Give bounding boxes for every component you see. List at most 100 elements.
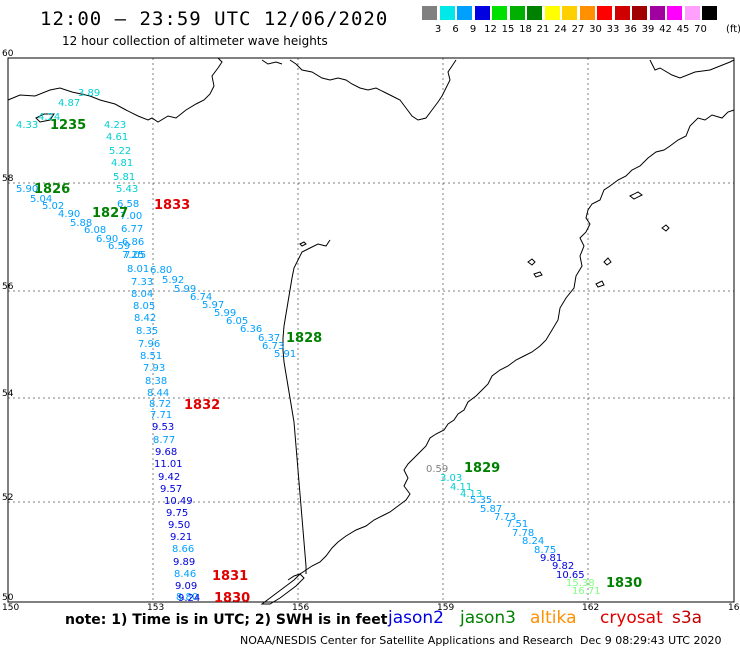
page-subtitle: 12 hour collection of altimeter wave hei…: [62, 34, 328, 48]
scale-swatch: [439, 6, 455, 20]
scale-label: 9: [469, 24, 477, 35]
island-small-8: [629, 191, 643, 200]
scale-swatch: [614, 6, 630, 20]
wave-height-value: 6.77: [121, 224, 143, 235]
scale-label: 24: [554, 24, 567, 35]
wave-height-value: 5.81: [113, 172, 135, 183]
scale-swatch: [544, 6, 560, 20]
legend-jason2: jason2: [388, 608, 444, 628]
wave-height-value: 8.75: [534, 545, 556, 556]
wave-height-value: 6.05: [226, 316, 248, 327]
scale-swatch: [474, 6, 490, 20]
wave-height-value: 9.75: [166, 508, 188, 519]
scale-label: 70: [694, 24, 707, 35]
okhotsk-north-coast: [7, 57, 283, 123]
wave-height-value: 6.59: [108, 241, 130, 252]
lon-tick: 150: [2, 603, 19, 613]
time-1831: 1831: [212, 569, 248, 584]
time-1830-red: 1830: [214, 591, 250, 606]
scale-swatch: [632, 6, 647, 20]
coastline: [7, 57, 735, 605]
wave-height-value: 8.46: [174, 569, 196, 580]
wave-height-value: 8.42: [134, 313, 156, 324]
scale-label: 36: [624, 24, 637, 35]
wave-height-value: 9.50: [168, 520, 190, 531]
wave-height-value: 5.99: [214, 308, 236, 319]
island-small-2: [533, 271, 543, 278]
wave-height-value: 8.80: [176, 592, 198, 603]
wave-height-value: 6.37: [258, 333, 280, 344]
scale-swatch: [684, 6, 700, 20]
island-small-5: [661, 224, 670, 232]
wave-height-value: 6.36: [240, 324, 262, 335]
lon-tick: 153: [147, 603, 164, 613]
wave-height-value: 8.44: [147, 388, 169, 399]
lon-tick: 162: [582, 603, 599, 613]
legend-s3a: s3a: [672, 608, 703, 628]
scale-label: 3: [434, 24, 442, 35]
scale-label: 12: [484, 24, 497, 35]
wave-height-value: 9.82: [552, 561, 574, 572]
wave-height-value: 5.43: [116, 184, 138, 195]
time-1833: 1833: [154, 198, 190, 213]
island-small-1: [527, 258, 536, 266]
scale-swatch: [492, 6, 507, 20]
scale-label: 33: [606, 24, 620, 35]
island-small-7: [35, 113, 55, 123]
wave-height-value: 7.05: [124, 250, 146, 261]
wave-height-value: 9.68: [155, 447, 177, 458]
scale-label: 21: [536, 24, 550, 35]
wave-height-value: 4.33: [16, 120, 38, 131]
scale-label: 6: [452, 24, 459, 35]
wave-height-value: 9.24: [178, 593, 200, 604]
wave-height-value: 5.87: [480, 504, 502, 515]
scale-label: 15: [501, 24, 515, 35]
island-south: [260, 573, 305, 605]
wave-height-value: 4.24: [38, 112, 60, 123]
wave-height-value: 5.88: [70, 218, 92, 229]
wave-height-value: 8.77: [153, 435, 175, 446]
island-small-3: [603, 257, 612, 266]
wave-height-value: 8.38: [145, 376, 167, 387]
magadan-coast: [289, 59, 457, 121]
wave-height-value: 8.05: [133, 301, 155, 312]
map-frame: [7, 57, 735, 603]
lon-tick: 159: [437, 603, 454, 613]
wave-height-labels: 3.894.87 4.334.24 4.234.61 5.224.81 5.815.43…: [16, 88, 642, 606]
legend-jason3: jason3: [460, 608, 516, 628]
wave-height-value: 11.01: [154, 459, 183, 470]
lat-tick: 56: [2, 282, 14, 292]
time-1235: 1235: [50, 118, 86, 133]
wave-height-value: 9.21: [170, 532, 192, 543]
scale-label: 39: [641, 24, 655, 35]
wave-height-value: 5.90: [16, 184, 38, 195]
time-1832: 1832: [184, 398, 220, 413]
time-1829: 1829: [464, 461, 500, 476]
wave-height-value: 7.51: [506, 519, 528, 530]
time-1830-green: 1830: [606, 576, 642, 591]
wave-height-value: 5.92: [162, 275, 184, 286]
scale-swatch: [562, 6, 577, 20]
scale-label: 18: [519, 24, 532, 35]
scale-swatch: [667, 6, 682, 20]
wave-height-value: 5.04: [30, 194, 52, 205]
wave-height-value: 9.09: [175, 581, 197, 592]
wave-height-value: 8.24: [522, 536, 544, 547]
scale-label: 30: [589, 24, 602, 35]
wave-height-value: 7.00: [120, 211, 142, 222]
island-small-4: [595, 280, 605, 288]
scale-swatch: [702, 6, 717, 20]
wave-height-value: 10.65: [556, 570, 585, 581]
wave-height-value: 15.38: [566, 578, 595, 589]
wave-height-value: 4.23: [104, 120, 126, 131]
wave-height-value: 8.66: [172, 544, 194, 555]
time-1826: 1826: [34, 182, 70, 197]
wave-height-value: 8.51: [140, 351, 162, 362]
footer-note: note: 1) Time is in UTC; 2) SWH is in fe…: [65, 612, 388, 628]
wave-height-value: 5.97: [202, 300, 224, 311]
scale-swatch: [579, 6, 595, 20]
wave-height-value: 4.90: [58, 209, 80, 220]
wave-height-value: 7.25: [122, 250, 144, 261]
scale-label: 45: [676, 24, 690, 35]
